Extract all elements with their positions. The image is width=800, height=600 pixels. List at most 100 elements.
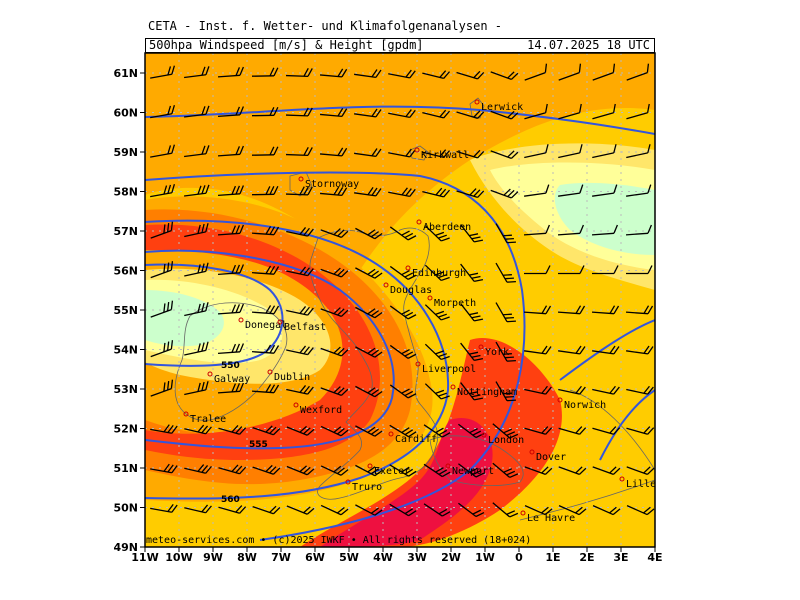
lon-label-4E: 4E xyxy=(647,551,662,564)
city-label-nottingham: Nottingham xyxy=(457,387,517,398)
wind-barb xyxy=(150,144,176,158)
city-marker-edinburgh xyxy=(405,265,411,271)
city-marker-norwich xyxy=(557,397,563,403)
wind-barb xyxy=(150,221,174,239)
wind-barb xyxy=(320,228,349,239)
wind-barb xyxy=(592,426,621,435)
city-marker-galway xyxy=(207,371,213,377)
wind-barb xyxy=(150,503,178,513)
lon-label-1E: 1E xyxy=(545,551,560,564)
wind-barb xyxy=(388,109,416,119)
lat-label-60N: 60N xyxy=(113,107,138,120)
wind-barb xyxy=(354,69,382,79)
city-marker-stornoway xyxy=(298,176,304,182)
wind-barb xyxy=(320,346,349,357)
wind-barb xyxy=(320,504,349,516)
lat-label-59N: 59N xyxy=(113,146,138,159)
wind-barb xyxy=(558,63,582,81)
wind-barb xyxy=(558,265,585,275)
wind-barb xyxy=(150,65,176,79)
lon-label-2E: 2E xyxy=(579,551,594,564)
city-marker-belfast xyxy=(277,319,283,325)
wind-barb xyxy=(592,345,620,355)
wind-barb xyxy=(184,341,209,356)
wind-barb xyxy=(251,344,280,354)
city-label-lerwick: Lerwick xyxy=(481,102,523,113)
speed-band-0 xyxy=(145,53,655,270)
wind-barb xyxy=(184,223,209,238)
wind-barb xyxy=(558,103,582,120)
contour-6 xyxy=(599,389,655,461)
wind-barb xyxy=(319,147,348,157)
speed-band-3 xyxy=(145,224,380,460)
lon-label-5W: 5W xyxy=(339,551,359,564)
wind-barb xyxy=(355,346,383,358)
speed-band-9 xyxy=(554,182,655,255)
lat-label-49N: 49N xyxy=(113,541,138,554)
longitude-axis: 11W 10W 9W 8W 7W 6W 5W 4W 3W 2W 1W 0 1E 2E 3E 4E xyxy=(131,547,663,564)
wind-barb xyxy=(320,425,349,437)
wind-barb xyxy=(354,187,382,197)
header-bar: 500hpa Windspeed [m/s] & Height [gpdm] 1… xyxy=(145,38,655,53)
city-markers: Lerwick Kirkwall Stornoway Aberdeen Edinburg… xyxy=(183,99,655,524)
wind-barb xyxy=(355,227,383,240)
wind-barb xyxy=(184,184,210,197)
wind-barb xyxy=(490,150,519,160)
lat-label-58N: 58N xyxy=(113,186,138,199)
wind-barb xyxy=(286,465,315,476)
map-frame xyxy=(144,52,656,548)
wind-barb xyxy=(492,502,519,518)
contour-2 xyxy=(145,219,450,500)
wind-barb xyxy=(389,384,417,399)
wind-barb xyxy=(389,424,417,438)
wind-barb xyxy=(286,425,315,436)
city-marker-kirkwall xyxy=(414,147,420,153)
wind-barb xyxy=(184,145,210,158)
wind-barb xyxy=(422,187,451,198)
wind-barb xyxy=(251,106,279,117)
grid-lines xyxy=(145,53,655,547)
wind-barb xyxy=(625,224,653,236)
wind-barb xyxy=(460,303,484,322)
lat-label-61N: 61N xyxy=(113,67,138,80)
city-marker-morpeth xyxy=(427,295,433,301)
wind-barb xyxy=(495,341,516,362)
wind-barb xyxy=(217,303,245,315)
wind-barb xyxy=(592,466,621,476)
wind-barb xyxy=(490,188,519,199)
wind-barb xyxy=(286,345,314,356)
city-marker-aberdeen xyxy=(416,219,422,225)
wind-barb xyxy=(460,263,484,283)
wind-barb xyxy=(184,262,209,277)
lon-label-11W: 11W xyxy=(131,551,158,564)
city-marker-tralee xyxy=(183,411,189,417)
wind-barb xyxy=(524,63,548,81)
city-label-exeter: Exeter xyxy=(374,466,410,477)
wind-barb xyxy=(251,265,280,275)
wind-barb xyxy=(150,424,178,434)
wind-barb xyxy=(558,345,586,355)
wind-barb xyxy=(592,103,616,120)
city-label-norwich: Norwich xyxy=(564,400,606,411)
lon-label-1W: 1W xyxy=(475,551,495,564)
wind-barb xyxy=(286,266,314,277)
lat-label-50N: 50N xyxy=(113,502,138,515)
wind-barb xyxy=(458,463,485,478)
wind-barb xyxy=(424,343,450,361)
wind-barb xyxy=(389,503,417,517)
wind-barb xyxy=(524,385,552,395)
wind-barb xyxy=(524,505,553,516)
city-marker-lille xyxy=(619,476,625,482)
wind-barb xyxy=(218,464,247,475)
wind-barb xyxy=(320,267,349,278)
wind-barb xyxy=(217,343,245,354)
lon-label-0: 0 xyxy=(515,551,523,564)
wind-barb xyxy=(286,385,314,395)
wind-barb xyxy=(592,63,616,81)
wind-barb xyxy=(424,383,450,400)
wind-barb xyxy=(285,147,313,156)
city-label-kirkwall: Kirkwall xyxy=(421,150,469,161)
wind-barbs xyxy=(150,63,655,518)
wind-barb xyxy=(626,466,655,476)
wind-barb xyxy=(460,224,484,243)
